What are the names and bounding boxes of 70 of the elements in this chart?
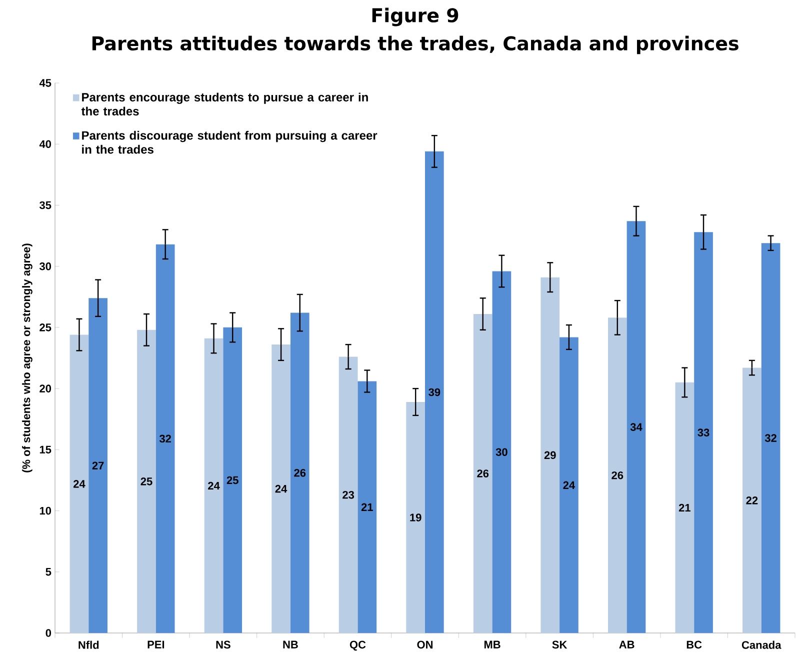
data-label: 39 — [428, 388, 440, 396]
y-tick-label: 35 — [39, 201, 52, 210]
data-label: 26 — [477, 470, 489, 478]
data-label: 32 — [159, 434, 172, 443]
bar — [358, 381, 377, 633]
bar — [742, 368, 762, 633]
bar — [204, 338, 224, 633]
data-label: 33 — [698, 428, 710, 436]
data-label: 19 — [410, 514, 422, 522]
data-label: 21 — [361, 503, 373, 511]
x-tick-label: NB — [283, 640, 298, 648]
y-tick-label: 15 — [40, 446, 52, 454]
bar — [406, 402, 426, 633]
bar — [70, 334, 89, 633]
x-tick-label: PEI — [148, 640, 164, 648]
bar — [223, 327, 242, 633]
x-tick-label: MB — [484, 640, 500, 648]
bar — [338, 356, 358, 633]
bar — [560, 337, 578, 633]
data-label: 26 — [294, 468, 306, 477]
bar — [608, 318, 627, 633]
chart-title: Figure 9 — [372, 8, 458, 26]
data-label: 23 — [342, 490, 354, 499]
data-label: 24 — [563, 481, 576, 489]
x-tick-label: NS — [216, 640, 230, 649]
data-label: 34 — [630, 423, 642, 431]
bar — [761, 243, 780, 633]
bar — [88, 298, 108, 633]
y-tick-label: 30 — [39, 262, 52, 270]
data-label: 24 — [275, 484, 288, 493]
y-tick-label: 0 — [46, 629, 52, 637]
bar — [675, 382, 694, 633]
data-label: 21 — [678, 504, 690, 512]
x-tick-label: SK — [552, 640, 568, 649]
bar — [137, 330, 156, 633]
data-label: 25 — [140, 478, 152, 486]
x-tick-label: ON — [417, 640, 433, 649]
y-tick-label: 25 — [40, 324, 52, 332]
bar — [272, 344, 290, 633]
y-tick-label: 10 — [40, 506, 52, 515]
x-tick-label: AB — [619, 640, 634, 648]
data-label: 26 — [612, 471, 624, 480]
bar — [425, 151, 444, 633]
x-tick-label: Nfld — [78, 640, 99, 649]
bar — [540, 277, 560, 633]
bar — [290, 312, 310, 633]
legend-label: Parents discourage student from pursuing a career in the trades — [82, 130, 378, 154]
y-axis-title: (% of students who agree or strongly agree) — [22, 244, 32, 472]
bar — [626, 221, 646, 633]
y-tick-label: 40 — [39, 140, 52, 148]
x-tick-label: QC — [350, 640, 366, 651]
data-label: 24 — [73, 480, 86, 488]
data-label: 22 — [746, 496, 758, 504]
data-label: 27 — [92, 462, 104, 470]
data-label: 32 — [764, 434, 776, 442]
data-label: 25 — [226, 476, 238, 484]
bar — [156, 244, 175, 633]
chart-subtitle: Parents attitudes towards the trades, Canada and provinces — [92, 36, 738, 54]
y-tick-label: 20 — [40, 384, 52, 392]
legend-label: Parents encourage students to pursue a career in the trades — [81, 92, 368, 116]
data-label: 30 — [496, 448, 508, 456]
data-label: 24 — [208, 482, 220, 490]
y-tick-label: 45 — [39, 79, 52, 87]
bar — [492, 271, 512, 633]
data-label: 29 — [544, 451, 556, 460]
bar — [694, 232, 713, 633]
bar — [473, 314, 492, 633]
x-tick-label: BC — [686, 640, 702, 649]
x-tick-label: Canada — [742, 640, 782, 649]
y-tick-label: 5 — [46, 568, 52, 576]
